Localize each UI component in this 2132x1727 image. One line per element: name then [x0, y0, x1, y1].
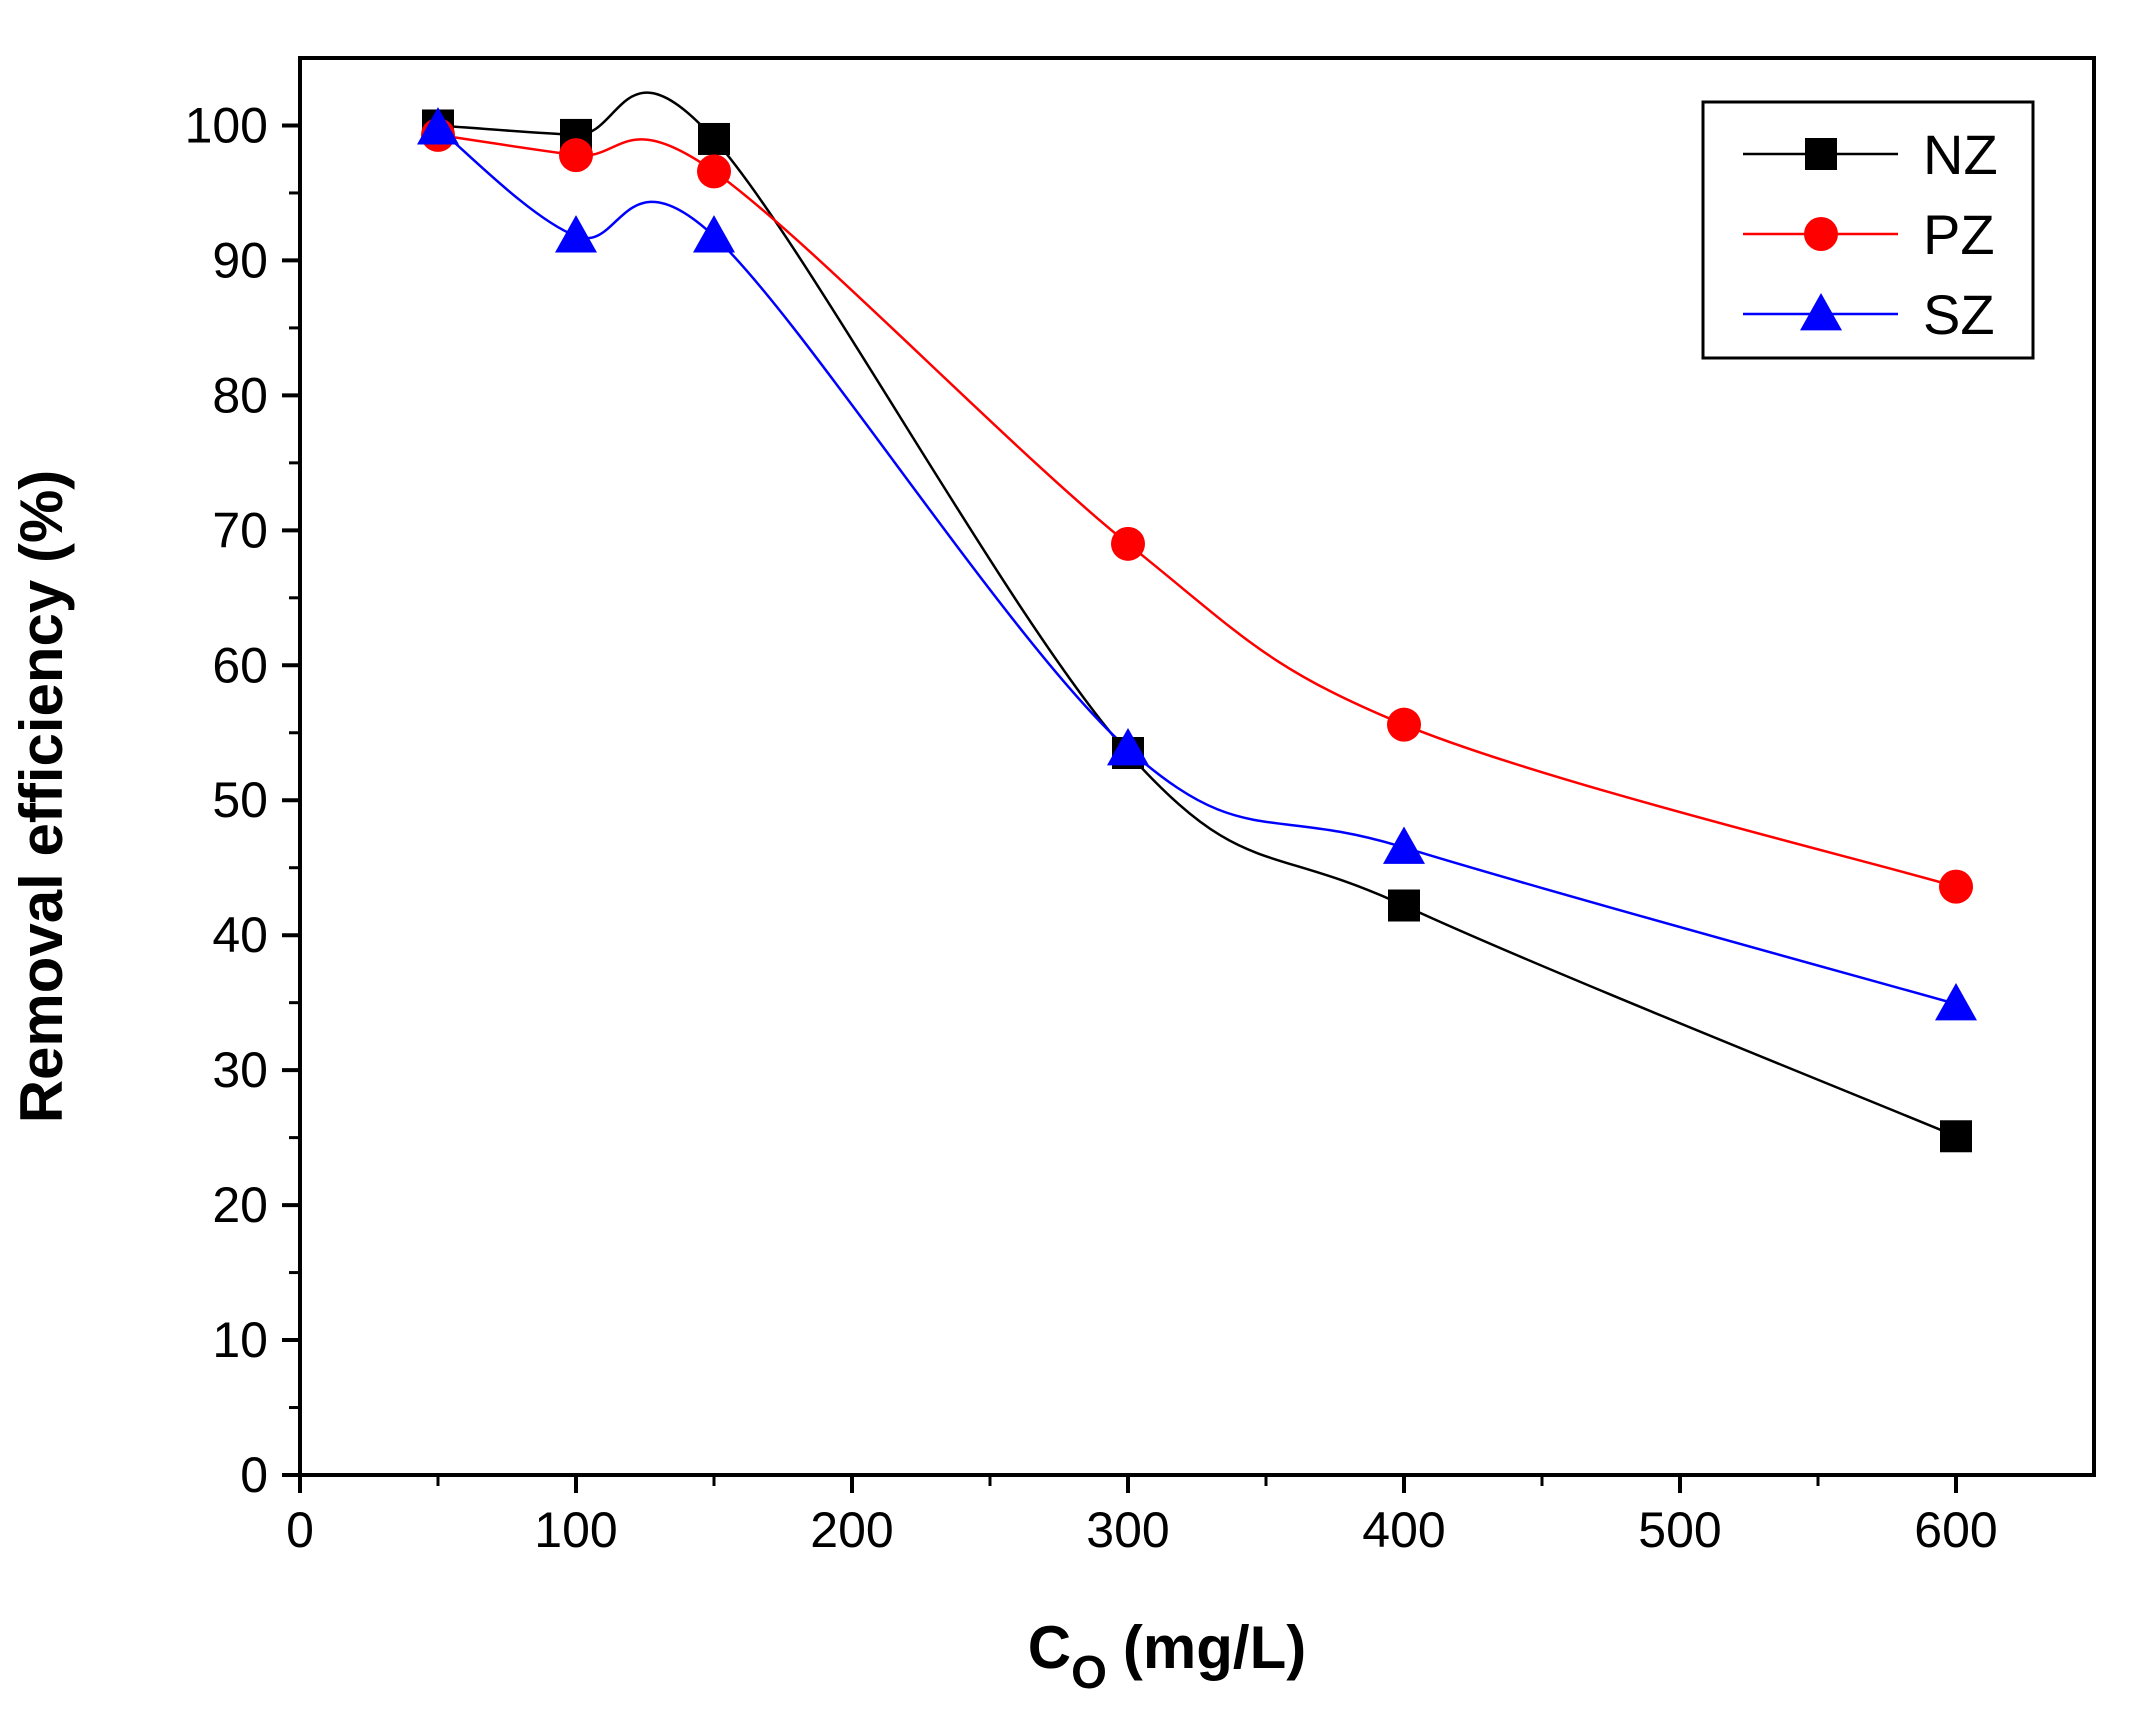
y-tick-label: 100: [185, 97, 268, 153]
series-line-nz: [437, 91, 1957, 1138]
x-tick-label: 0: [286, 1502, 314, 1558]
y-tick-label: 20: [212, 1177, 268, 1233]
y-tick-label: 80: [212, 367, 268, 423]
y-tick-label: 90: [212, 232, 268, 288]
x-axis-title-unit: (mg/L): [1123, 1614, 1306, 1681]
legend-label-nz: NZ: [1923, 123, 1998, 186]
plot-area-frame: [298, 56, 2096, 1477]
legend-label-sz: SZ: [1923, 283, 1995, 346]
y-tick-label: 40: [212, 907, 268, 963]
y-tick-label: 10: [212, 1312, 268, 1368]
data-point-pz: [1387, 707, 1421, 742]
y-tick-label: 50: [212, 772, 268, 828]
x-tick-label: 300: [1086, 1502, 1169, 1558]
x-axis-title-symbol: C: [1028, 1614, 1071, 1681]
data-point-nz: [1388, 889, 1420, 922]
data-point-pz: [559, 138, 593, 173]
legend: NZ PZ SZ: [1701, 100, 2035, 360]
x-tick-label: 200: [810, 1502, 893, 1558]
data-point-sz: [1383, 826, 1425, 864]
legend-box: [1701, 100, 2035, 360]
x-axis: 0 100 200 300 400 500 600: [286, 1475, 1998, 1558]
data-point-sz: [555, 215, 597, 253]
data-point-sz: [417, 107, 459, 145]
y-tick-label: 60: [212, 637, 268, 693]
data-point-sz: [1935, 983, 1977, 1021]
y-axis: 0 10 20 30 40 50 60 70 80 90 100: [185, 97, 300, 1503]
x-tick-label: 500: [1638, 1502, 1721, 1558]
y-tick-label: 70: [212, 502, 268, 558]
data-point-sz: [693, 215, 735, 253]
series-line-pz: [437, 133, 1957, 888]
legend-label-pz: PZ: [1923, 203, 1995, 266]
legend-marker-nz: [1805, 138, 1837, 170]
y-tick-label: 30: [212, 1042, 268, 1098]
data-point-sz: [1107, 727, 1149, 766]
y-tick-label: 0: [240, 1447, 268, 1503]
data-point-nz: [698, 122, 730, 155]
data-point-pz: [1939, 869, 1973, 904]
series-markers: [417, 107, 1977, 1153]
legend-marker-sz: [1800, 293, 1842, 331]
data-point-pz: [1111, 526, 1145, 561]
legend-marker-pz: [1804, 217, 1838, 251]
x-axis-title: CO (mg/L): [1028, 1614, 1306, 1698]
y-axis-title: Removal efficiency (%): [8, 470, 75, 1124]
data-point-pz: [697, 154, 731, 189]
x-axis-title-subscript: O: [1071, 1646, 1107, 1698]
data-point-nz: [1940, 1120, 1972, 1153]
x-tick-label: 100: [534, 1502, 617, 1558]
x-tick-label: 600: [1914, 1502, 1997, 1558]
x-tick-label: 400: [1362, 1502, 1445, 1558]
